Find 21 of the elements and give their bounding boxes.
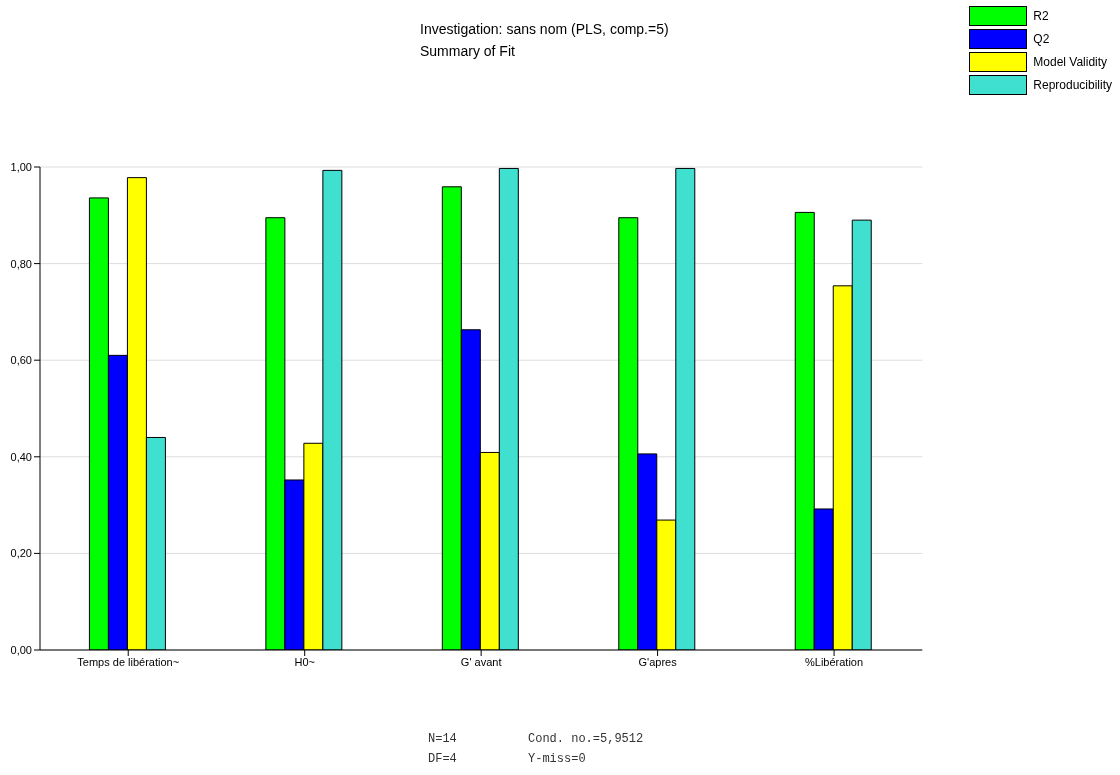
chart-title: Investigation: sans nom (PLS, comp.=5) xyxy=(420,20,669,39)
x-tick-label: Temps de libération~ xyxy=(77,655,180,668)
text: DF=4 xyxy=(428,752,458,766)
text: N=14 xyxy=(428,732,458,746)
legend-label: Q2 xyxy=(1033,32,1050,46)
x-tick-label: %Libération xyxy=(805,655,864,668)
chart-subtitle: Summary of Fit xyxy=(420,42,516,61)
legend-label: R2 xyxy=(1033,9,1049,23)
x-tick-label: G' avant xyxy=(460,655,502,668)
y-tick-label: 0,00 xyxy=(10,643,32,656)
y-tick-label: 1,00 xyxy=(10,160,32,173)
x-tick-label: H0~ xyxy=(294,655,315,668)
text: Cond. no.=5,9512 xyxy=(528,732,645,746)
y-tick-label: 0,80 xyxy=(10,257,32,270)
y-tick-label: 0,20 xyxy=(10,547,32,560)
x-tick-label: G'apres xyxy=(638,655,678,668)
text: Y-miss=0 xyxy=(528,752,587,766)
y-tick-label: 0,60 xyxy=(10,354,32,367)
legend-label: Model Validity xyxy=(1033,55,1108,69)
y-tick-label: 0,40 xyxy=(10,450,32,463)
legend-label: Reproducibility xyxy=(1033,78,1112,92)
